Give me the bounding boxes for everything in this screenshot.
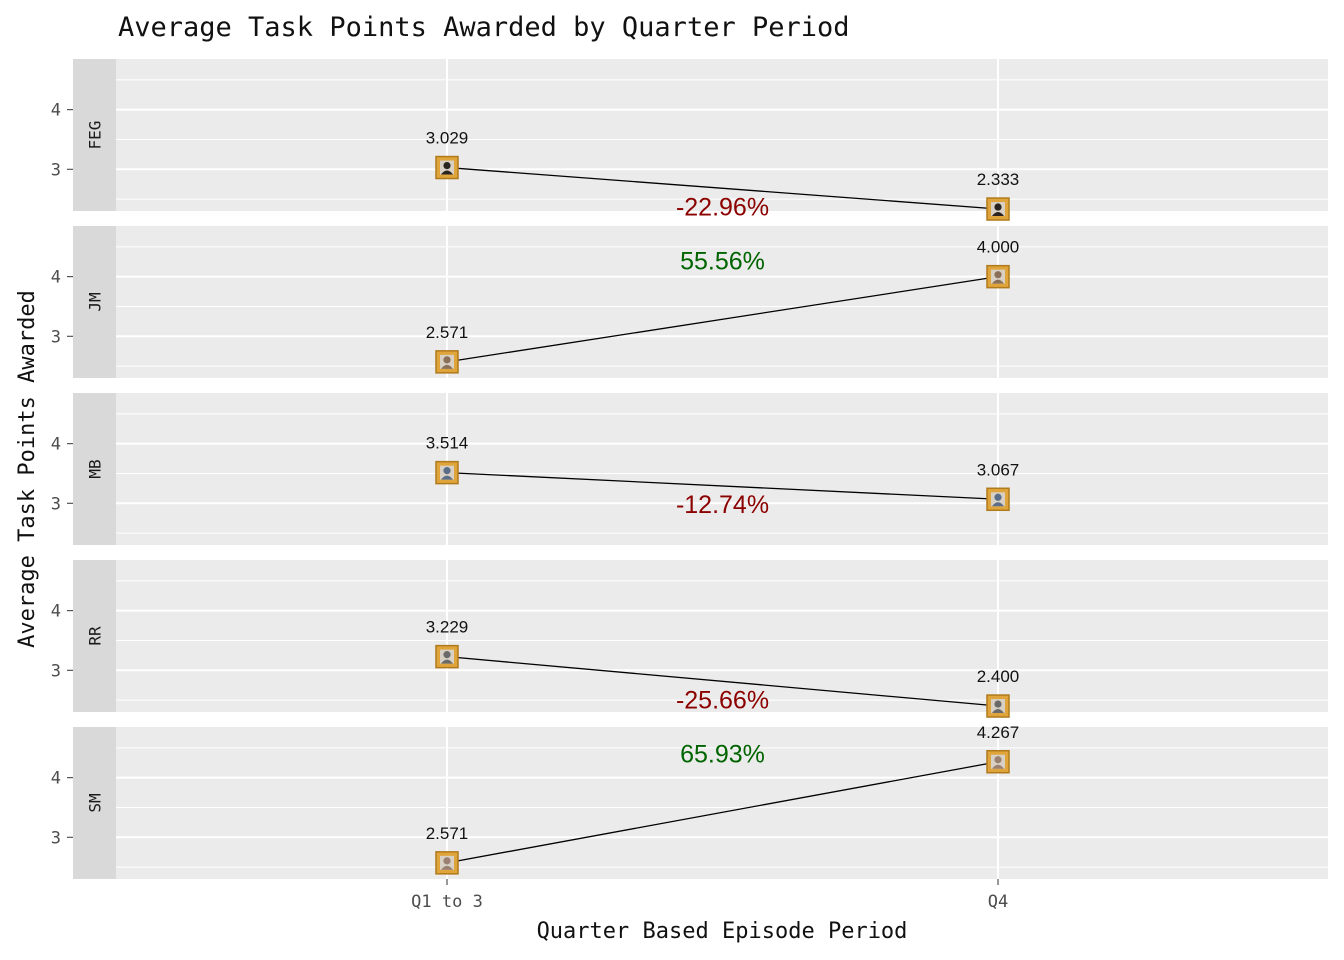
y-axis-title: Average Task Points Awarded (15, 290, 40, 648)
marker-portrait-body (441, 364, 453, 369)
marker-portrait-body (441, 170, 453, 175)
x-tick-label: Q4 (988, 892, 1008, 912)
data-point-marker (986, 694, 1010, 718)
facet-strip (73, 226, 116, 378)
marker-portrait-head (994, 271, 1002, 279)
y-tick-label: 4 (51, 435, 61, 455)
facet-panel-feg: FEG 3 4 3.029 2.333 -22.96% (51, 59, 1328, 221)
y-tick-label: 3 (51, 160, 61, 180)
marker-portrait-body (441, 475, 453, 480)
marker-portrait-head (994, 203, 1002, 211)
facet-strip-label: FEG (86, 121, 105, 150)
data-label: 2.571 (426, 824, 469, 843)
y-tick-label: 3 (51, 828, 61, 848)
y-tick-label: 4 (51, 769, 61, 789)
data-label: 4.267 (977, 723, 1020, 742)
data-point-marker (435, 155, 459, 180)
percent-change-label: 55.56% (680, 247, 765, 275)
marker-portrait-head (443, 467, 451, 475)
facet-strip (73, 727, 116, 879)
facet-strip (73, 393, 116, 545)
marker-portrait-body (441, 865, 453, 870)
facet-panel-mb: MB 3 4 3.514 3.067 -12.74% (51, 393, 1328, 545)
y-tick-label: 3 (51, 661, 61, 681)
marker-portrait-body (992, 212, 1004, 217)
marker-portrait-head (994, 756, 1002, 764)
data-label: 4.000 (977, 238, 1020, 257)
data-point-marker (435, 644, 459, 669)
data-point-marker (435, 851, 459, 875)
marker-portrait-head (994, 700, 1002, 708)
panel-background (116, 59, 1328, 211)
series-line (446, 471, 999, 500)
data-point-marker (986, 487, 1010, 512)
facet-strip (73, 560, 116, 712)
series-line (446, 166, 999, 210)
facet-panel-sm: SM 3 4 2.571 4.267 65.93% (51, 723, 1328, 879)
data-label: 3.229 (426, 618, 469, 637)
x-tick-label: Q1 to 3 (411, 892, 483, 912)
y-tick-label: 3 (51, 494, 61, 514)
facet-strip (73, 59, 116, 211)
panel-background (116, 393, 1328, 545)
facet-strip-label: JM (86, 292, 105, 311)
data-point-marker (986, 264, 1010, 289)
percent-change-label: -12.74% (676, 491, 769, 519)
marker-portrait-body (441, 659, 453, 664)
data-label: 2.571 (426, 323, 469, 342)
marker-portrait-head (443, 651, 451, 659)
marker-portrait-head (443, 857, 451, 865)
percent-change-label: -25.66% (676, 686, 769, 714)
data-label: 3.514 (426, 434, 469, 453)
data-point-marker (435, 460, 459, 485)
facet-strip-label: SM (86, 793, 105, 812)
panel-background (116, 560, 1328, 712)
data-label: 2.400 (977, 667, 1020, 686)
data-label: 3.067 (977, 460, 1020, 479)
y-tick-label: 3 (51, 327, 61, 347)
percent-change-label: -22.96% (676, 193, 769, 221)
panel-background (116, 727, 1328, 879)
x-axis-ticks: Q1 to 3 Q4 (411, 879, 1008, 912)
marker-portrait-head (443, 356, 451, 364)
series-line (446, 761, 999, 864)
data-label: 3.029 (426, 129, 469, 148)
chart-title: Average Task Points Awarded by Quarter P… (118, 12, 850, 43)
marker-portrait-body (992, 502, 1004, 507)
percent-change-label: 65.93% (680, 740, 765, 768)
facet-strip-label: RR (86, 626, 105, 646)
marker-portrait-body (992, 279, 1004, 284)
series-line (446, 276, 999, 363)
x-axis-title: Quarter Based Episode Period (537, 919, 908, 944)
facet-panels: FEG 3 4 3.029 2.333 -22.96% JM 3 4 2.571 4.000 55.5… (51, 59, 1328, 879)
y-tick-label: 4 (51, 602, 61, 622)
facet-panel-jm: JM 3 4 2.571 4.000 55.56% (51, 226, 1328, 378)
y-tick-label: 4 (51, 101, 61, 121)
data-point-marker (435, 350, 459, 374)
facet-strip-label: MB (86, 459, 105, 478)
marker-portrait-head (994, 493, 1002, 501)
marker-portrait-body (992, 764, 1004, 769)
panel-background (116, 226, 1328, 378)
y-tick-label: 4 (51, 268, 61, 288)
series-line (446, 655, 999, 707)
data-point-marker (986, 197, 1010, 221)
facet-panel-rr: RR 3 4 3.229 2.400 -25.66% (51, 560, 1328, 718)
marker-portrait-body (992, 709, 1004, 714)
data-label: 2.333 (977, 170, 1020, 189)
marker-portrait-head (443, 161, 451, 170)
data-point-marker (986, 750, 1010, 774)
